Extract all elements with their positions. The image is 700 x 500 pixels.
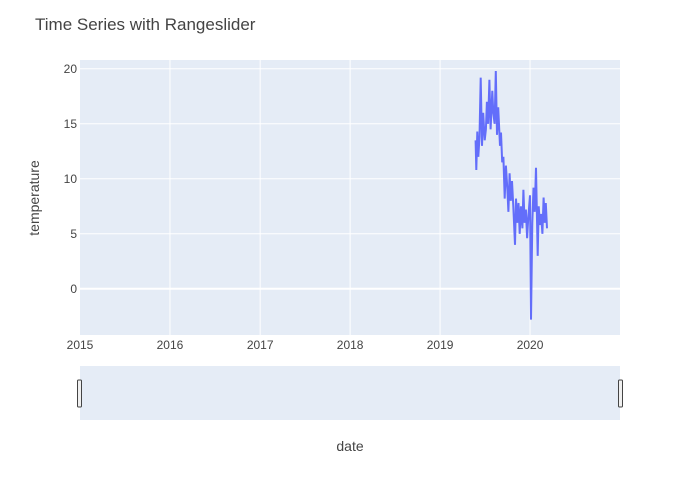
y-tick-label: 5 bbox=[70, 227, 77, 241]
y-tick-label: 20 bbox=[64, 62, 78, 76]
rangeslider[interactable] bbox=[77, 366, 623, 420]
temperature-series-line[interactable] bbox=[474, 70, 548, 320]
plot-area bbox=[80, 60, 620, 335]
y-tick-label: 15 bbox=[64, 117, 78, 131]
x-tick-label: 2020 bbox=[517, 338, 544, 352]
x-axis-title: date bbox=[336, 438, 363, 454]
rangeslider-background bbox=[80, 366, 620, 420]
y-tick-label: 10 bbox=[64, 172, 78, 186]
x-axis-tick-labels: 2015 2016 2017 2018 2019 2020 bbox=[67, 338, 544, 352]
x-tick-label: 2016 bbox=[157, 338, 184, 352]
x-tick-label: 2018 bbox=[337, 338, 364, 352]
x-tick-label: 2015 bbox=[67, 338, 94, 352]
rangeslider-right-handle[interactable] bbox=[618, 379, 623, 408]
x-tick-label: 2017 bbox=[247, 338, 274, 352]
y-axis-tick-labels: 0 5 10 15 20 bbox=[64, 62, 78, 296]
chart-title: Time Series with Rangeslider bbox=[35, 15, 256, 34]
y-tick-label: 0 bbox=[70, 282, 77, 296]
rangeslider-left-handle[interactable] bbox=[77, 379, 82, 408]
x-tick-label: 2019 bbox=[427, 338, 454, 352]
y-axis-title: temperature bbox=[26, 160, 42, 236]
